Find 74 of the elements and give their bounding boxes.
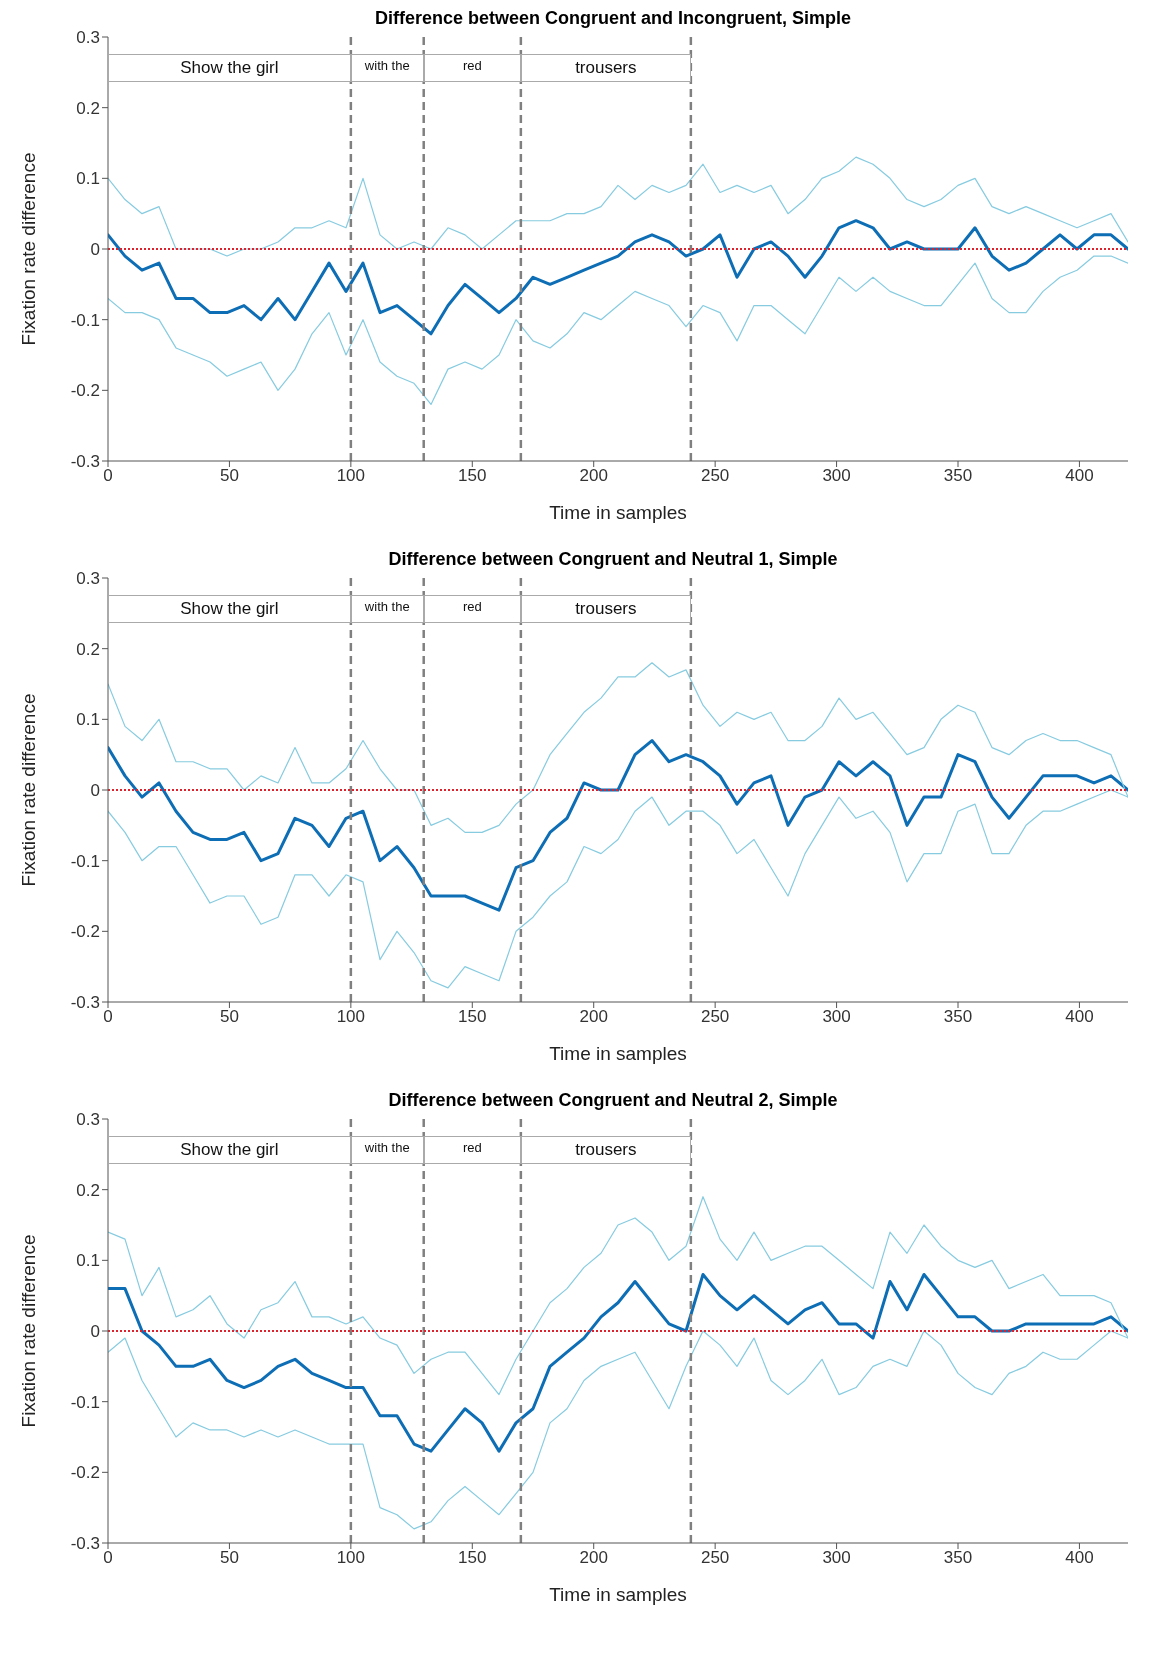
x-tick-label: 50 (219, 1548, 239, 1568)
x-tick-label: 250 (700, 1548, 730, 1568)
x-tick-label: 50 (219, 466, 239, 486)
x-tick-label: 100 (336, 1007, 366, 1027)
x-axis-title: Time in samples (549, 1043, 687, 1064)
x-axis-title: Time in samples (549, 502, 687, 523)
x-tick-label: 350 (943, 1548, 973, 1568)
annotation: Show the girl (180, 598, 279, 619)
y-axis-title: Fixation rate difference (17, 693, 39, 887)
y-tick-label: -0.3 (70, 993, 100, 1013)
y-axis-title: Fixation rate difference (17, 152, 39, 346)
y-tick-label: -0.2 (70, 922, 100, 942)
x-tick-label: 300 (822, 1548, 851, 1568)
y-tick-label: -0.1 (70, 1392, 100, 1412)
annotation: trousers (575, 598, 637, 619)
annotation: red (462, 598, 482, 614)
y-axis-title: Fixation rate difference (17, 1234, 39, 1428)
chart-title: Difference between Congruent and Neutral 1, Simple (387, 549, 839, 570)
y-tick-label: -0.2 (70, 381, 100, 401)
y-tick-label: 0 (90, 240, 100, 260)
y-tick-label: 0 (90, 1322, 100, 1342)
chart-title: Difference between Congruent and Neutral 2, Simple (387, 1090, 839, 1111)
x-tick-label: 350 (943, 466, 973, 486)
annotation: Show the girl (180, 57, 279, 78)
x-tick-label: 150 (458, 1548, 487, 1568)
annotation: trousers (575, 1139, 637, 1160)
y-tick-label: -0.1 (70, 851, 100, 871)
line-series (108, 156, 1128, 257)
y-tick-label: -0.2 (70, 1463, 100, 1483)
y-tick-label: 0.1 (76, 1251, 100, 1271)
x-tick-label: 100 (336, 1548, 366, 1568)
x-tick-label: 200 (579, 1007, 608, 1027)
x-axis-title: Time in samples (549, 1584, 687, 1605)
annotation: with the (364, 1139, 410, 1155)
line-series (108, 739, 1128, 912)
x-tick-label: 50 (219, 1007, 239, 1027)
x-tick-label: 0 (103, 1007, 113, 1027)
x-tick-label: 350 (943, 1007, 973, 1027)
x-tick-label: 400 (1065, 466, 1094, 486)
y-tick-label: -0.1 (70, 310, 100, 330)
y-tick-label: 0.2 (76, 98, 100, 118)
annotation: with the (364, 57, 410, 73)
x-tick-label: 150 (458, 466, 487, 486)
chart-title: Difference between Congruent and Incongruent, Simple (373, 8, 853, 29)
y-tick-label: 0.3 (76, 28, 100, 48)
x-tick-label: 400 (1065, 1007, 1094, 1027)
y-tick-label: 0 (90, 781, 100, 801)
x-tick-label: 400 (1065, 1548, 1094, 1568)
x-tick-label: 150 (458, 1007, 487, 1027)
x-tick-label: 200 (579, 466, 608, 486)
annotation: with the (364, 598, 410, 614)
y-tick-label: 0.3 (76, 569, 100, 589)
annotation: red (462, 57, 482, 73)
annotation: red (462, 1139, 482, 1155)
x-tick-label: 100 (336, 466, 366, 486)
x-tick-label: 250 (700, 466, 730, 486)
annotation: trousers (575, 57, 637, 78)
y-tick-label: 0.1 (76, 710, 100, 730)
x-tick-label: 200 (579, 1548, 608, 1568)
y-tick-label: -0.3 (70, 1534, 100, 1554)
y-tick-label: 0.3 (76, 1110, 100, 1130)
x-tick-label: 250 (700, 1007, 730, 1027)
y-tick-label: -0.3 (70, 452, 100, 472)
x-tick-label: 0 (103, 1548, 113, 1568)
line-series (108, 219, 1128, 336)
y-tick-label: 0.1 (76, 169, 100, 189)
line-series (108, 255, 1128, 406)
x-tick-label: 0 (103, 466, 113, 486)
y-tick-label: 0.2 (76, 639, 100, 659)
x-tick-label: 300 (822, 466, 851, 486)
annotation: Show the girl (180, 1139, 279, 1160)
x-tick-label: 300 (822, 1007, 851, 1027)
y-tick-label: 0.2 (76, 1180, 100, 1200)
line-series (108, 1272, 1128, 1453)
